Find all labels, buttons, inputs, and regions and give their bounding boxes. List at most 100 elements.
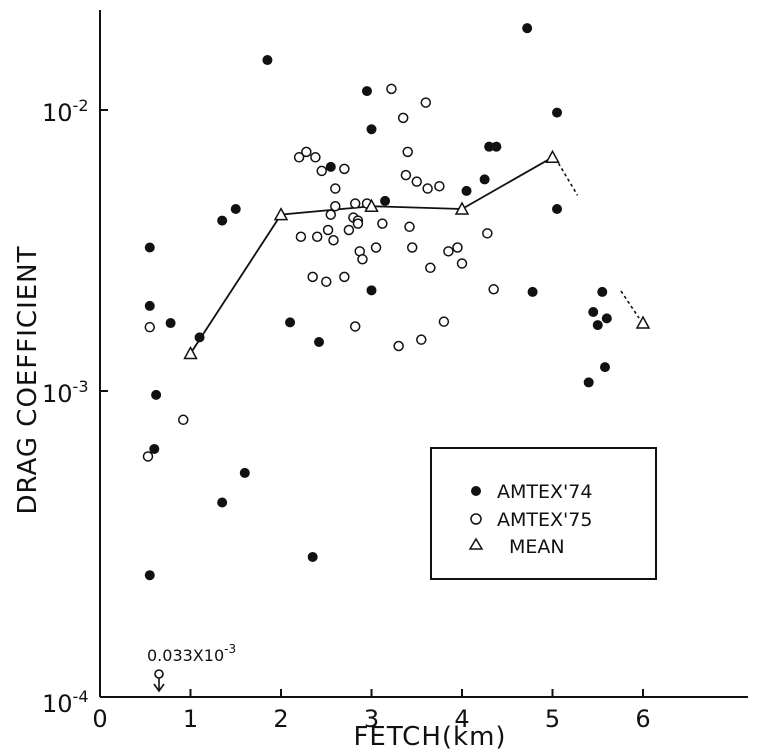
point-mean-3 xyxy=(454,201,470,215)
point-amtex75-15 xyxy=(330,200,341,212)
y-tick-label-1e-3: 10-3 xyxy=(42,377,89,408)
annotation-arrow-head xyxy=(153,683,165,693)
point-amtex75-46 xyxy=(482,228,493,239)
point-amtex74-30 xyxy=(592,320,603,331)
y-tick-label-1e-4: 10-4 xyxy=(42,687,89,718)
mean-line-dashed-out xyxy=(557,162,579,196)
point-amtex74-5 xyxy=(165,318,176,329)
y-tick-label-1e-2: 10-2 xyxy=(42,96,89,127)
point-amtex74-25 xyxy=(527,286,538,297)
point-amtex74-20 xyxy=(461,185,472,196)
point-amtex74-31 xyxy=(597,286,608,297)
point-amtex74-22 xyxy=(484,141,495,152)
point-amtex75-32 xyxy=(400,169,412,181)
point-amtex75-38 xyxy=(420,97,432,108)
x-tick-label-6: 6 xyxy=(635,705,650,733)
annotation-text: 0.033X10-3 xyxy=(147,642,236,665)
annotation-base: 0.033X10 xyxy=(147,646,224,665)
point-amtex75-39 xyxy=(422,183,433,194)
point-amtex74-2 xyxy=(144,570,155,581)
point-amtex75-4 xyxy=(301,146,312,158)
point-amtex74-15 xyxy=(325,161,336,172)
point-amtex75-11 xyxy=(322,224,334,236)
annotation-exp: -3 xyxy=(224,642,236,656)
mean-line-solid xyxy=(189,156,553,355)
point-amtex74-24 xyxy=(522,23,533,34)
x-axis-ticks: 0 1 2 3 4 5 6 xyxy=(92,689,651,733)
point-amtex75-5 xyxy=(295,231,307,242)
legend-label-amtex74: AMTEX'74 xyxy=(497,481,592,503)
point-amtex75-2 xyxy=(178,414,189,426)
legend: AMTEX'74 AMTEX'75 MEAN xyxy=(430,447,657,580)
mean-line-dashed-in xyxy=(620,290,640,319)
point-amtex74-14 xyxy=(314,337,325,348)
point-amtex74-32 xyxy=(599,362,610,373)
point-amtex75-33 xyxy=(402,146,413,158)
point-amtex75-42 xyxy=(438,316,450,327)
point-amtex74-9 xyxy=(217,497,228,508)
point-amtex75-28 xyxy=(377,218,388,229)
point-amtex75-40 xyxy=(425,262,436,274)
point-amtex74-18 xyxy=(366,285,377,296)
point-mean-1 xyxy=(273,207,289,221)
point-amtex75-7 xyxy=(307,271,318,283)
point-amtex75-9 xyxy=(316,165,327,177)
series-amtex75 xyxy=(142,83,499,462)
point-amtex75-3 xyxy=(293,152,305,163)
legend-box xyxy=(430,447,657,580)
point-amtex75-29 xyxy=(386,83,397,95)
legend-label-amtex75: AMTEX'75 xyxy=(497,509,592,531)
point-amtex75-45 xyxy=(456,258,468,269)
y-axis-ticks: 10-4 10-3 10-2 xyxy=(42,96,108,718)
point-amtex75-22 xyxy=(352,218,364,229)
x-tick-label-2: 2 xyxy=(273,705,288,733)
point-amtex75-20 xyxy=(349,198,361,209)
y-tick-exp: -4 xyxy=(73,687,89,706)
point-amtex75-47 xyxy=(488,284,499,295)
point-amtex75-17 xyxy=(339,163,350,175)
point-mean-2 xyxy=(364,198,379,212)
y-axis-label: DRAG COEFFICIENT xyxy=(13,246,43,515)
y-tick-base: 10 xyxy=(42,380,73,408)
series-mean xyxy=(183,149,651,360)
x-tick-label-4: 4 xyxy=(454,705,469,733)
point-amtex75-13 xyxy=(328,234,339,246)
point-mean-0 xyxy=(183,345,198,360)
y-tick-base: 10 xyxy=(42,690,73,718)
point-amtex74-1 xyxy=(144,300,155,311)
point-amtex75-30 xyxy=(393,340,404,352)
annotation-low-value: 0.033X10-3 xyxy=(147,642,236,693)
point-amtex75-1 xyxy=(142,451,154,462)
point-amtex75-35 xyxy=(406,242,418,253)
point-amtex75-34 xyxy=(404,221,415,233)
point-amtex75-0 xyxy=(144,321,156,333)
point-amtex74-28 xyxy=(583,377,594,388)
point-amtex74-3 xyxy=(151,389,162,400)
point-amtex74-13 xyxy=(307,551,318,562)
y-tick-base: 10 xyxy=(42,99,73,127)
legend-marker-amtex75 xyxy=(470,513,482,525)
point-amtex74-21 xyxy=(479,174,490,185)
point-amtex74-0 xyxy=(144,242,155,253)
point-amtex74-19 xyxy=(380,195,391,206)
series-amtex74 xyxy=(144,23,612,581)
x-axis-label: FETCH(km) xyxy=(353,722,506,752)
mean-line xyxy=(189,156,640,355)
legend-marker-amtex74 xyxy=(471,486,481,496)
point-amtex75-41 xyxy=(434,180,445,192)
point-amtex74-12 xyxy=(285,317,296,328)
point-amtex74-29 xyxy=(588,307,599,318)
point-amtex75-18 xyxy=(343,224,355,236)
point-amtex74-23 xyxy=(491,141,502,152)
x-tick-label-3: 3 xyxy=(364,705,379,733)
point-amtex75-25 xyxy=(349,321,361,332)
point-amtex74-17 xyxy=(366,124,377,135)
legend-marker-mean xyxy=(468,537,484,550)
x-tick-label-0: 0 xyxy=(92,705,107,733)
point-amtex74-10 xyxy=(239,467,250,478)
point-amtex74-4 xyxy=(149,443,160,454)
point-amtex74-27 xyxy=(552,203,563,214)
point-amtex75-6 xyxy=(310,152,321,163)
point-amtex75-43 xyxy=(443,246,454,257)
